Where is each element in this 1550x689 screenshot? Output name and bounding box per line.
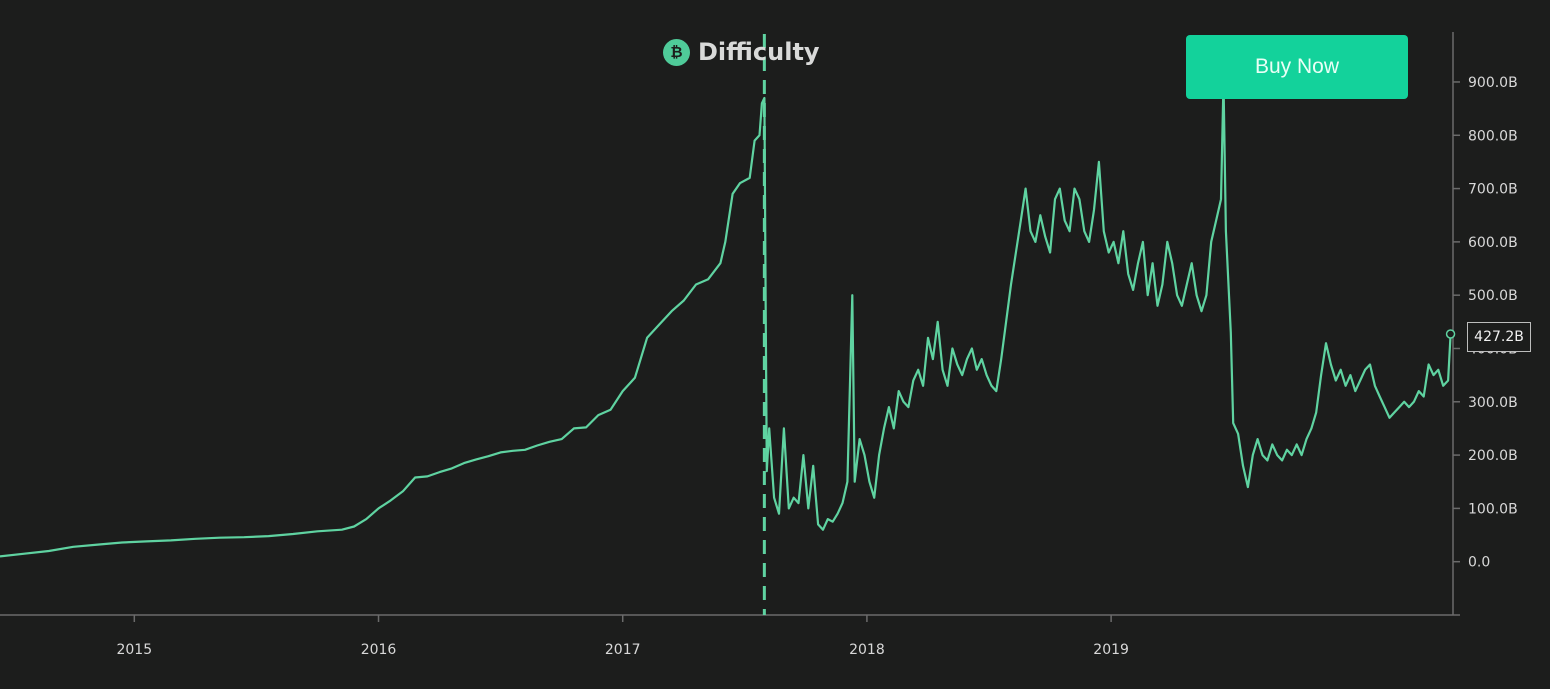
current-value-label: 427.2B bbox=[1467, 322, 1531, 352]
chart-title-group: ₿ Difficulty bbox=[663, 36, 820, 68]
x-tick-label: 2015 bbox=[116, 642, 152, 658]
y-tick-label: 800.0B bbox=[1468, 128, 1518, 144]
y-tick-label: 500.0B bbox=[1468, 288, 1518, 304]
current-value-dot bbox=[1445, 329, 1456, 339]
x-tick-label: 2016 bbox=[361, 642, 397, 658]
buy-now-button[interactable]: Buy Now bbox=[1186, 35, 1408, 99]
y-tick-label: 0.0 bbox=[1468, 555, 1490, 571]
difficulty-series-line bbox=[0, 80, 1452, 558]
y-tick-label: 300.0B bbox=[1468, 395, 1518, 411]
y-tick-label: 600.0B bbox=[1468, 235, 1518, 251]
y-tick-label: 100.0B bbox=[1468, 501, 1518, 517]
chart-title: Difficulty bbox=[698, 38, 820, 66]
x-tick-label: 2017 bbox=[605, 642, 641, 658]
bitcoin-coin-icon: ₿ bbox=[663, 38, 690, 66]
x-tick-label: 2018 bbox=[849, 642, 885, 658]
x-tick-label: 2019 bbox=[1093, 642, 1129, 658]
y-tick-label: 200.0B bbox=[1468, 448, 1518, 464]
y-tick-label: 700.0B bbox=[1468, 182, 1518, 198]
y-tick-label: 900.0B bbox=[1468, 75, 1518, 91]
